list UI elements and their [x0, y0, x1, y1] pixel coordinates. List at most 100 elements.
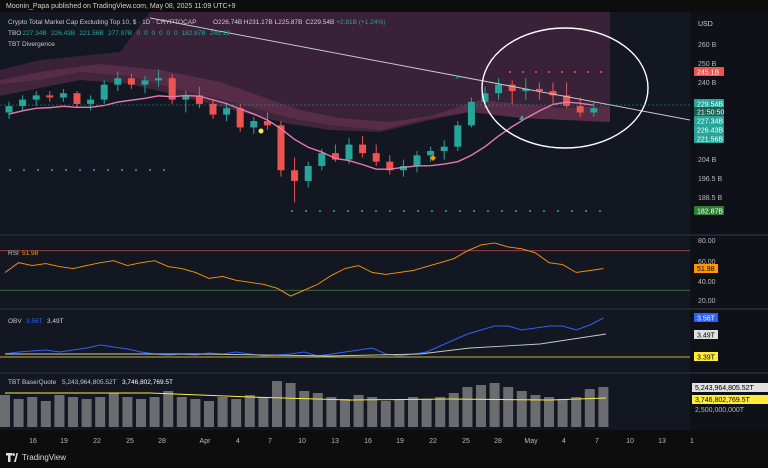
- candle: [318, 153, 326, 166]
- time-axis-bg: [0, 432, 768, 446]
- resistance-dot: [587, 71, 589, 73]
- candle: [250, 121, 258, 128]
- support-dot: [529, 210, 531, 212]
- support-dot: [473, 210, 475, 212]
- volume-badge-text: 5,243,964,805.52T: [695, 385, 754, 392]
- price-badge-text: 226.43B: [697, 128, 723, 135]
- legend-tbo: 226.43B: [51, 30, 75, 37]
- support-dot: [459, 210, 461, 212]
- volume-bar: [476, 385, 486, 427]
- obv-label: OBV: [8, 318, 22, 325]
- rsi-tick: 20.00: [698, 298, 716, 305]
- candle: [386, 161, 394, 171]
- time-tick: 16: [29, 438, 37, 445]
- volume-bar: [544, 397, 554, 427]
- candle: [168, 78, 176, 100]
- volume-bar: [571, 397, 582, 427]
- price-badge-text: 229.54B: [697, 102, 723, 109]
- support-dot: [515, 210, 517, 212]
- rsi-label: RSI: [8, 250, 19, 257]
- candle: [413, 155, 421, 166]
- legend-tbo: 227.34B: [23, 30, 47, 37]
- obv-pane: [0, 310, 690, 372]
- legend-tbo: 0: [137, 30, 141, 37]
- support-dot: [487, 210, 489, 212]
- volume-bar: [421, 399, 432, 427]
- volume-bar: [244, 395, 255, 427]
- obv-badge-text: 3.56T: [697, 316, 716, 323]
- obv-value2: 3.49T: [47, 318, 64, 325]
- time-tick: 25: [126, 438, 134, 445]
- obv-badge-text: 3.49T: [697, 333, 716, 340]
- support-dot: [319, 210, 321, 212]
- volume-value2: 3,746,802,769.5T: [122, 379, 173, 386]
- time-tick: 7: [595, 438, 599, 445]
- support-dot: [361, 210, 363, 212]
- candle: [576, 106, 584, 113]
- volume-bar: [149, 397, 160, 427]
- support-dot: [291, 210, 293, 212]
- price-tick: 240 B: [698, 80, 717, 87]
- candle: [195, 95, 203, 104]
- price-tick: 260 B: [698, 42, 717, 49]
- candle: [467, 101, 475, 126]
- legend-main: L225.87B: [275, 19, 303, 26]
- volume-bar: [108, 393, 119, 427]
- rsi-badge: [694, 264, 718, 273]
- candle: [440, 146, 448, 151]
- volume-bar: [598, 387, 609, 427]
- volume-bar: [435, 397, 446, 427]
- volume-bar: [272, 381, 282, 427]
- volume-bar: [326, 397, 337, 427]
- volume-bar: [95, 397, 106, 427]
- volume-bar: [258, 397, 269, 427]
- support-dot: [543, 210, 545, 212]
- obv-line: [4, 317, 604, 357]
- resistance-dot: [561, 71, 563, 73]
- candle: [495, 84, 503, 94]
- support-dot: [599, 210, 601, 212]
- volume-bar: [489, 383, 500, 427]
- volume-bar: [353, 395, 364, 427]
- volume-badge: [692, 383, 768, 392]
- time-tick: 4: [236, 438, 240, 445]
- candle: [454, 125, 462, 147]
- candle: [141, 80, 149, 85]
- volume-bar: [299, 391, 310, 427]
- time-tick: 13: [658, 438, 666, 445]
- legend-main: +2.81B (+1.24%): [336, 19, 385, 26]
- support-dot: [347, 210, 349, 212]
- volume-bar: [13, 399, 24, 427]
- volume-bar: [163, 391, 174, 427]
- volume-bar: [122, 397, 133, 427]
- legend-tbo: 277.97B: [108, 30, 132, 37]
- candle: [508, 84, 516, 92]
- signal-triangle: [519, 115, 525, 120]
- tradingview-footer[interactable]: TradingView: [6, 453, 66, 462]
- candle: [372, 153, 380, 162]
- time-tick: 25: [462, 438, 470, 445]
- volume-bar: [40, 401, 51, 427]
- candle: [32, 95, 40, 100]
- price-tick: 204 B: [698, 157, 717, 164]
- price-badge: [694, 107, 724, 116]
- candle: [399, 165, 407, 171]
- legend-main: O226.74B: [213, 19, 242, 26]
- support-dot: [431, 210, 433, 212]
- candle: [590, 108, 598, 113]
- candle: [100, 84, 108, 100]
- time-tick: Apr: [200, 438, 212, 445]
- candle: [19, 99, 27, 107]
- volume-value1: 5,243,964,805.52T: [62, 379, 117, 386]
- candle: [304, 165, 312, 181]
- candle: [73, 93, 81, 104]
- legend-tbo: 0: [144, 30, 148, 37]
- candle: [549, 91, 557, 96]
- support-dot: [93, 169, 95, 171]
- rsi-value: 51.98: [22, 250, 39, 257]
- volume-label: TBT Base/Quote: [8, 379, 57, 386]
- tbo-cloud-inner: [0, 64, 610, 132]
- support-dot: [107, 169, 109, 171]
- volume-bar: [380, 401, 391, 427]
